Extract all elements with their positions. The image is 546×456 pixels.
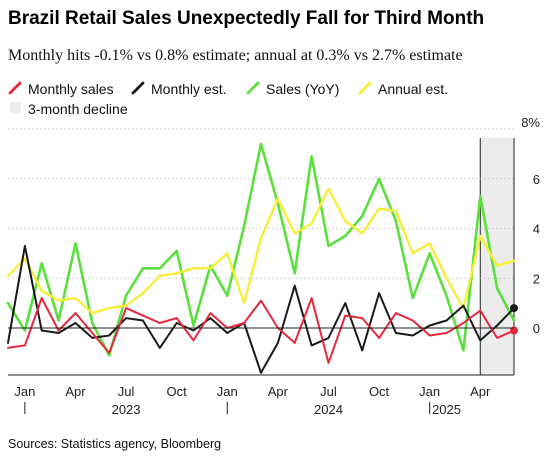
y-tick-label: 2 xyxy=(533,271,540,286)
x-tick-label: Apr xyxy=(470,384,491,399)
legend-swatch xyxy=(10,102,21,113)
year-label: 2023 xyxy=(112,402,141,417)
legend-label: Annual est. xyxy=(378,81,448,97)
source-note: Sources: Statistics agency, Bloomberg xyxy=(8,437,221,451)
legend-item-monthly_sales: Monthly sales xyxy=(8,81,114,97)
year-label: 2024 xyxy=(314,402,343,417)
series-layer xyxy=(6,142,516,374)
x-tick-label: Jul xyxy=(118,384,135,399)
legend-label: Monthly sales xyxy=(28,81,114,97)
x-tick-label: Jan xyxy=(217,384,238,399)
chart-subtitle: Monthly hits -0.1% vs 0.8% estimate; ann… xyxy=(8,47,463,64)
legend-item-decline_shade: 3-month decline xyxy=(10,101,128,117)
grid-layer xyxy=(8,128,514,279)
legend-swatch xyxy=(246,81,260,95)
end-marker-monthly_est xyxy=(510,304,518,313)
y-tick-label: 8% xyxy=(521,115,540,130)
legend-label: Monthly est. xyxy=(151,81,226,97)
axis-layer: 0 2 4 6 8% Jan Apr Jul Oct Jan Apr Jul Oct Jan Apr 2023… xyxy=(8,115,540,417)
legend-label: 3-month decline xyxy=(28,101,128,117)
year-label: 2025 xyxy=(432,402,461,417)
series-line-monthly_sales xyxy=(7,297,515,364)
x-tick-label: Jan xyxy=(14,384,35,399)
x-tick-label: Apr xyxy=(268,384,289,399)
legend-item-annual_est: Annual est. xyxy=(358,81,448,97)
chart-title: Brazil Retail Sales Unexpectedly Fall fo… xyxy=(8,8,484,29)
series-line-sales_yoy xyxy=(6,142,516,357)
legend: Monthly sales Monthly est. Sales (YoY) Annu… xyxy=(8,81,448,117)
x-tick-label: Oct xyxy=(167,384,188,399)
legend-swatch xyxy=(131,81,145,95)
shade-layer xyxy=(479,138,515,375)
y-tick-label: 4 xyxy=(533,222,540,237)
y-tick-label: 6 xyxy=(533,172,540,187)
series-line-annual_est xyxy=(6,187,516,315)
y-tick-label: 0 xyxy=(533,321,540,336)
x-tick-label: Jul xyxy=(320,384,337,399)
x-tick-label: Oct xyxy=(369,384,390,399)
legend-item-sales_yoy: Sales (YoY) xyxy=(246,81,339,97)
decline-shade xyxy=(480,138,514,375)
series-line-monthly_est xyxy=(7,244,515,374)
x-tick-label: Jan xyxy=(419,384,440,399)
x-tick-label: Apr xyxy=(65,384,86,399)
legend-label: Sales (YoY) xyxy=(266,81,339,97)
plot-area: 0 2 4 6 8% Jan Apr Jul Oct Jan Apr Jul Oct Jan Apr 2023… xyxy=(6,115,540,417)
legend-item-monthly_est: Monthly est. xyxy=(131,81,226,97)
legend-swatch xyxy=(358,81,372,95)
legend-swatch xyxy=(8,81,22,95)
